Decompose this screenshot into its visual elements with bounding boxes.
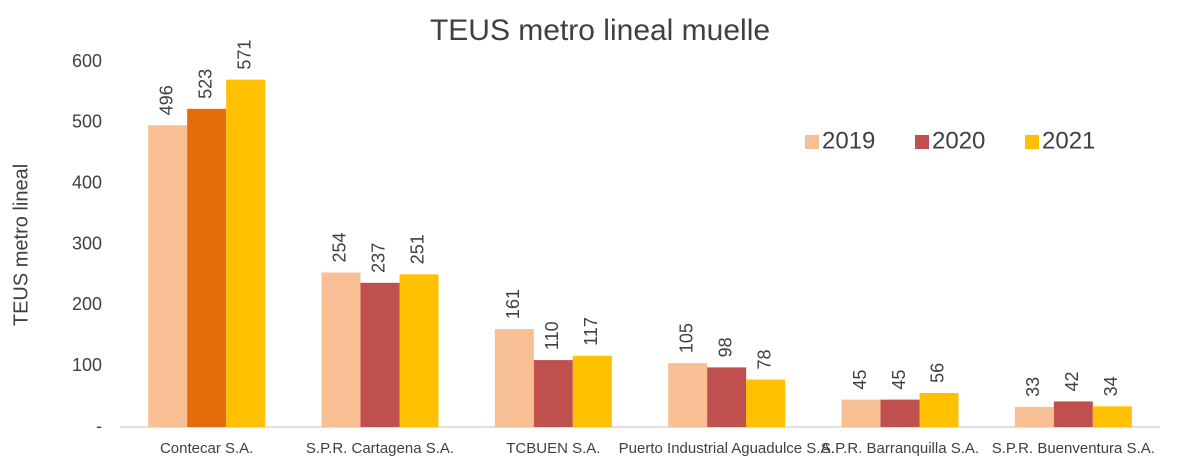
bar [187,108,227,427]
x-tick-label: S.P.R. Barranquilla S.A. [821,440,979,457]
bar [494,329,534,427]
data-label: 571 [234,40,254,70]
y-tick-label: 500 [72,112,102,132]
data-label: 110 [542,321,562,350]
bar [572,355,612,427]
data-label: 251 [408,234,428,264]
y-axis-title: TEUS metro lineal [10,164,32,326]
bar [1053,401,1093,427]
data-label: 237 [369,243,389,273]
data-label: 98 [715,337,735,357]
bar [148,125,188,428]
bar [841,399,881,427]
data-label: 45 [850,370,870,390]
bar [226,79,266,428]
legend-swatch [1025,135,1039,149]
y-tick-label: 300 [72,233,102,253]
data-label: 33 [1023,377,1043,397]
bar [919,392,959,427]
chart-title: TEUS metro lineal muelle [430,14,770,47]
data-label: 496 [156,85,176,115]
bar [360,282,400,427]
x-tick-label: Puerto Industrial Aguadulce S.A. [619,440,835,457]
data-label: 254 [330,232,350,262]
y-tick-label: - [96,416,102,436]
data-label: 56 [928,363,948,383]
data-label: 105 [676,323,696,353]
legend-label: 2020 [932,127,985,154]
bar [880,399,920,427]
legend-label: 2021 [1042,127,1095,154]
data-label: 78 [754,350,774,370]
bar [533,360,573,427]
legend-swatch [915,135,929,149]
bar [668,363,708,427]
x-tick-label: S.P.R. Cartagena S.A. [306,440,454,457]
bar [399,274,439,427]
data-label: 117 [581,317,601,346]
y-tick-label: 100 [72,355,102,375]
legend-label: 2019 [822,127,875,154]
x-tick-label: Contecar S.A. [160,440,253,457]
bar [1092,406,1132,427]
data-label: 45 [889,370,909,390]
x-tick-label: TCBUEN S.A. [506,440,600,457]
bar [1014,406,1054,427]
y-tick-label: 400 [72,172,102,192]
legend-swatch [805,135,819,149]
data-label: 161 [503,289,523,319]
bar [746,379,786,427]
x-tick-label: S.P.R. Buenventura S.A. [992,440,1155,457]
data-label: 42 [1062,371,1082,391]
data-label: 523 [195,69,215,99]
y-tick-label: 600 [72,51,102,71]
data-label: 34 [1101,376,1121,396]
bar [321,272,361,427]
y-tick-label: 200 [72,294,102,314]
bar [707,367,747,427]
